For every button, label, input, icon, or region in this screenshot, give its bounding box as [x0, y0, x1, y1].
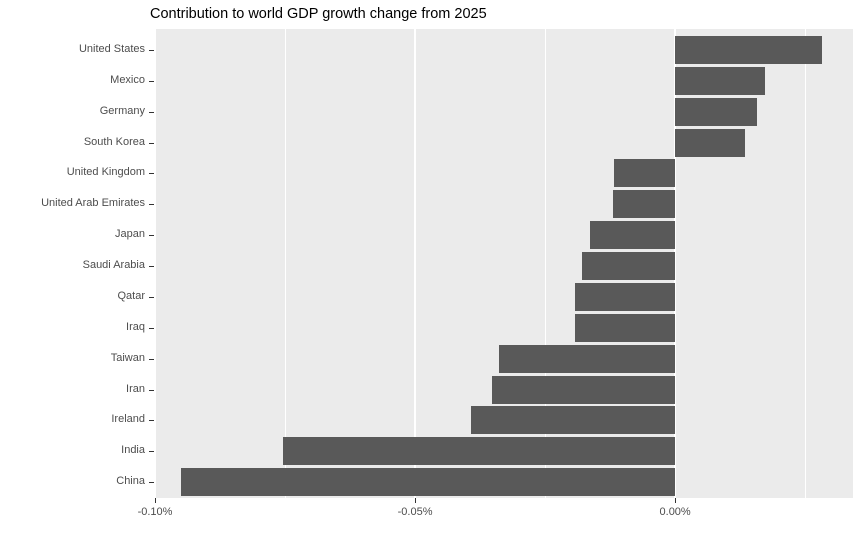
y-tick-mark — [149, 204, 154, 206]
bar-germany — [675, 97, 758, 126]
y-tick-mark — [149, 80, 154, 82]
gridline-minor — [285, 29, 287, 498]
gridline-minor — [545, 29, 547, 498]
y-tick-mark — [149, 358, 154, 360]
y-axis-label-china: China — [116, 475, 145, 488]
chart-title: Contribution to world GDP growth change … — [150, 6, 487, 22]
bar-taiwan — [499, 344, 676, 373]
bar-iran — [492, 375, 676, 404]
x-tick-mark — [675, 498, 677, 503]
y-tick-mark — [149, 420, 154, 422]
bar-china — [181, 468, 676, 497]
bar-united-kingdom — [614, 159, 676, 188]
x-axis-tick-label: -0.05% — [397, 506, 433, 518]
y-axis-label-united-kingdom: United Kingdom — [66, 166, 145, 179]
y-axis-label-japan: Japan — [115, 228, 145, 241]
y-axis-label-taiwan: Taiwan — [110, 351, 145, 364]
y-tick-mark — [149, 50, 154, 51]
bar-qatar — [575, 282, 676, 311]
y-tick-mark — [149, 389, 154, 391]
y-axis-label-ireland: Ireland — [111, 413, 145, 426]
y-axis-label-united-arab-emirates: United Arab Emirates — [41, 197, 145, 210]
y-tick-mark — [149, 296, 154, 298]
plot-panel — [154, 29, 853, 498]
y-axis-label-south-korea: South Korea — [83, 135, 145, 148]
x-tick-mark — [155, 498, 157, 503]
y-axis-label-qatar: Qatar — [117, 289, 145, 302]
bar-united-arab-emirates — [612, 190, 676, 219]
y-axis-label-india: India — [121, 444, 145, 457]
bar-iraq — [575, 313, 676, 342]
bar-mexico — [675, 66, 766, 95]
y-axis-label-mexico: Mexico — [110, 73, 145, 86]
y-tick-mark — [149, 266, 154, 268]
bar-ireland — [471, 406, 676, 435]
gridline-minor — [805, 29, 807, 498]
y-tick-mark — [149, 173, 154, 175]
y-axis-label-united-states: United States — [78, 43, 145, 55]
bar-india — [282, 437, 676, 466]
y-tick-mark — [149, 235, 154, 237]
bar-japan — [590, 221, 676, 250]
gridline-major — [154, 29, 157, 498]
y-axis-label-germany: Germany — [99, 104, 145, 117]
bar-united-states — [675, 36, 823, 64]
y-tick-mark — [149, 451, 154, 453]
y-axis-label-iran: Iran — [126, 382, 145, 395]
x-axis-tick-label: 0.00% — [659, 506, 691, 518]
bar-saudi-arabia — [582, 252, 676, 281]
bar-south-korea — [675, 128, 746, 157]
x-axis-tick-label: -0.10% — [137, 506, 173, 518]
gridline-major — [414, 29, 417, 498]
y-tick-mark — [149, 142, 154, 144]
y-axis-label-saudi-arabia: Saudi Arabia — [82, 259, 145, 272]
gridline-major — [674, 29, 677, 498]
y-tick-mark — [149, 482, 154, 484]
y-tick-mark — [149, 327, 154, 329]
y-tick-mark — [149, 111, 154, 113]
x-tick-mark — [415, 498, 417, 503]
y-axis-label-iraq: Iraq — [126, 320, 145, 333]
